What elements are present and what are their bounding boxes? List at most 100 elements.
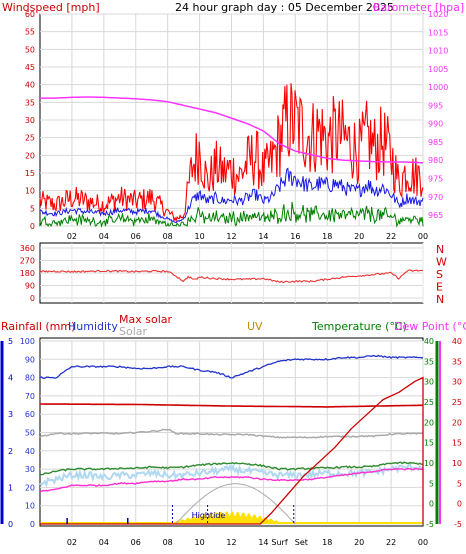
wind-ytick-label: 15 — [25, 169, 35, 178]
surf-label: Surf — [271, 538, 287, 547]
weather-xtick-label: 00 — [418, 538, 428, 547]
weather-xtick-label: 02 — [67, 538, 77, 547]
weather-xtick-label: 18 — [322, 538, 332, 547]
humidity-ytick-label: 80 — [25, 374, 35, 383]
wind-xtick-label: 10 — [194, 232, 204, 241]
baro-ytick-label: 1010 — [428, 47, 448, 56]
dir-compass-label: S — [436, 268, 443, 281]
temp-ytick-label: 40 — [424, 337, 434, 346]
legend-max-solar: Max solar — [119, 313, 172, 326]
temp-ytick-label: 25 — [424, 398, 434, 407]
wind-ytick-label: 35 — [25, 98, 35, 107]
temp-ytick-label: 10 — [424, 459, 434, 468]
wind-ytick-label: 45 — [25, 63, 35, 72]
legend-humidity: Humidity — [68, 320, 118, 333]
rain-ytick-label: 2 — [8, 447, 13, 456]
wind-ytick-label: 10 — [25, 187, 35, 196]
rain-ytick-label: 3 — [8, 410, 13, 419]
dew-ytick-label: 35 — [452, 357, 462, 366]
hightide-label: Hightide — [192, 511, 226, 520]
humidity-ytick-label: 60 — [25, 410, 35, 419]
wind-xtick-label: 02 — [67, 232, 77, 241]
dew-ytick-label: 5 — [457, 479, 462, 488]
sunshine-area — [167, 511, 288, 524]
wind-avg-line — [39, 167, 424, 224]
weather-xtick-label: 12 — [226, 538, 236, 547]
legend-uv: UV — [247, 320, 263, 333]
baro-ytick-label: 995 — [428, 101, 443, 110]
max-solar-line — [40, 403, 423, 408]
dew-ytick-label: -5 — [454, 520, 462, 529]
legend-rainfall: Rainfall (mm) — [1, 320, 75, 333]
humidity-ytick-label: 90 — [25, 355, 35, 364]
wind-xtick-label: 06 — [131, 232, 141, 241]
wind-lull-line — [39, 201, 424, 228]
wind-direction-line — [39, 269, 424, 284]
wind-xtick-label: 22 — [386, 232, 396, 241]
weather-xtick-label: 14 — [258, 538, 268, 547]
baro-ytick-label: 985 — [428, 138, 443, 147]
wind-gust-line — [39, 83, 424, 223]
wind-ytick-label: 0 — [30, 222, 35, 231]
rain-ytick-label: 0 — [8, 520, 13, 529]
dew-ytick-label: 20 — [452, 418, 462, 427]
temp-ytick-label: 30 — [424, 378, 434, 387]
baro-ytick-label: 1000 — [428, 83, 448, 92]
rain-ytick-label: 1 — [8, 483, 13, 492]
dir-ytick-label: 270 — [20, 257, 35, 266]
temp-ytick-label: -5 — [426, 520, 434, 529]
dir-ytick-label: 0 — [30, 294, 35, 303]
wind-ytick-label: 25 — [25, 134, 35, 143]
solar-line — [39, 428, 424, 439]
dew-ytick-label: 25 — [452, 398, 462, 407]
wind-xtick-label: 16 — [290, 232, 300, 241]
barometer-axis-title: Barometer [hpa] — [373, 1, 464, 14]
wind-ytick-label: 55 — [25, 28, 35, 37]
wind-xtick-label: 00 — [418, 232, 428, 241]
dew-ytick-label: 30 — [452, 378, 462, 387]
baro-ytick-label: 1005 — [428, 65, 448, 74]
humidity-ytick-label: 50 — [25, 429, 35, 438]
weather-xtick-label: 10 — [194, 538, 204, 547]
barometer-line — [40, 96, 424, 164]
apparent-temp-line — [39, 463, 424, 488]
weather-xtick-label: 22 — [386, 538, 396, 547]
wind-xtick-label: 04 — [99, 232, 109, 241]
temperature-line — [39, 461, 424, 476]
baro-ytick-label: 1015 — [428, 28, 448, 37]
humidity-ytick-label: 100 — [20, 337, 35, 346]
dir-compass-label: E — [436, 281, 443, 294]
baro-ytick-label: 970 — [428, 193, 443, 202]
weather-xtick-label: 20 — [354, 538, 364, 547]
baro-ytick-label: 990 — [428, 120, 443, 129]
legend-temperature: Temperature (°C) — [311, 320, 407, 333]
temp-ytick-label: 5 — [429, 479, 434, 488]
dew-ytick-label: 15 — [452, 439, 462, 448]
windspeed-axis-title: Windspeed [mph] — [2, 1, 100, 14]
solar-arc — [175, 483, 296, 525]
weather-xtick-label: 08 — [163, 538, 173, 547]
wind-xtick-label: 20 — [354, 232, 364, 241]
night-baseline-bar — [41, 522, 422, 524]
sunset-label: Set — [295, 538, 308, 547]
weather-xtick-label: 06 — [131, 538, 141, 547]
baro-ytick-label: 980 — [428, 156, 443, 165]
wind-ytick-label: 40 — [25, 81, 35, 90]
dew-ytick-label: 0 — [457, 500, 462, 509]
rain-ytick-label: 5 — [8, 337, 13, 346]
legend-dewpoint: Dew Point (°C) — [394, 320, 466, 333]
temp-ytick-label: 0 — [429, 500, 434, 509]
wind-xtick-label: 08 — [163, 232, 173, 241]
baro-ytick-label: 1020 — [428, 10, 448, 19]
humidity-ytick-label: 20 — [25, 483, 35, 492]
dir-ytick-label: 360 — [20, 244, 35, 253]
baro-ytick-label: 965 — [428, 211, 443, 220]
humidity-ytick-label: 10 — [25, 502, 35, 511]
temp-ytick-label: 15 — [424, 439, 434, 448]
chart-title: 24 hour graph day : 05 December 2025 — [175, 1, 394, 14]
dir-ytick-label: 180 — [20, 269, 35, 278]
weather-xtick-label: 04 — [99, 538, 109, 547]
humidity-ytick-label: 30 — [25, 465, 35, 474]
humidity-ytick-label: 40 — [25, 447, 35, 456]
